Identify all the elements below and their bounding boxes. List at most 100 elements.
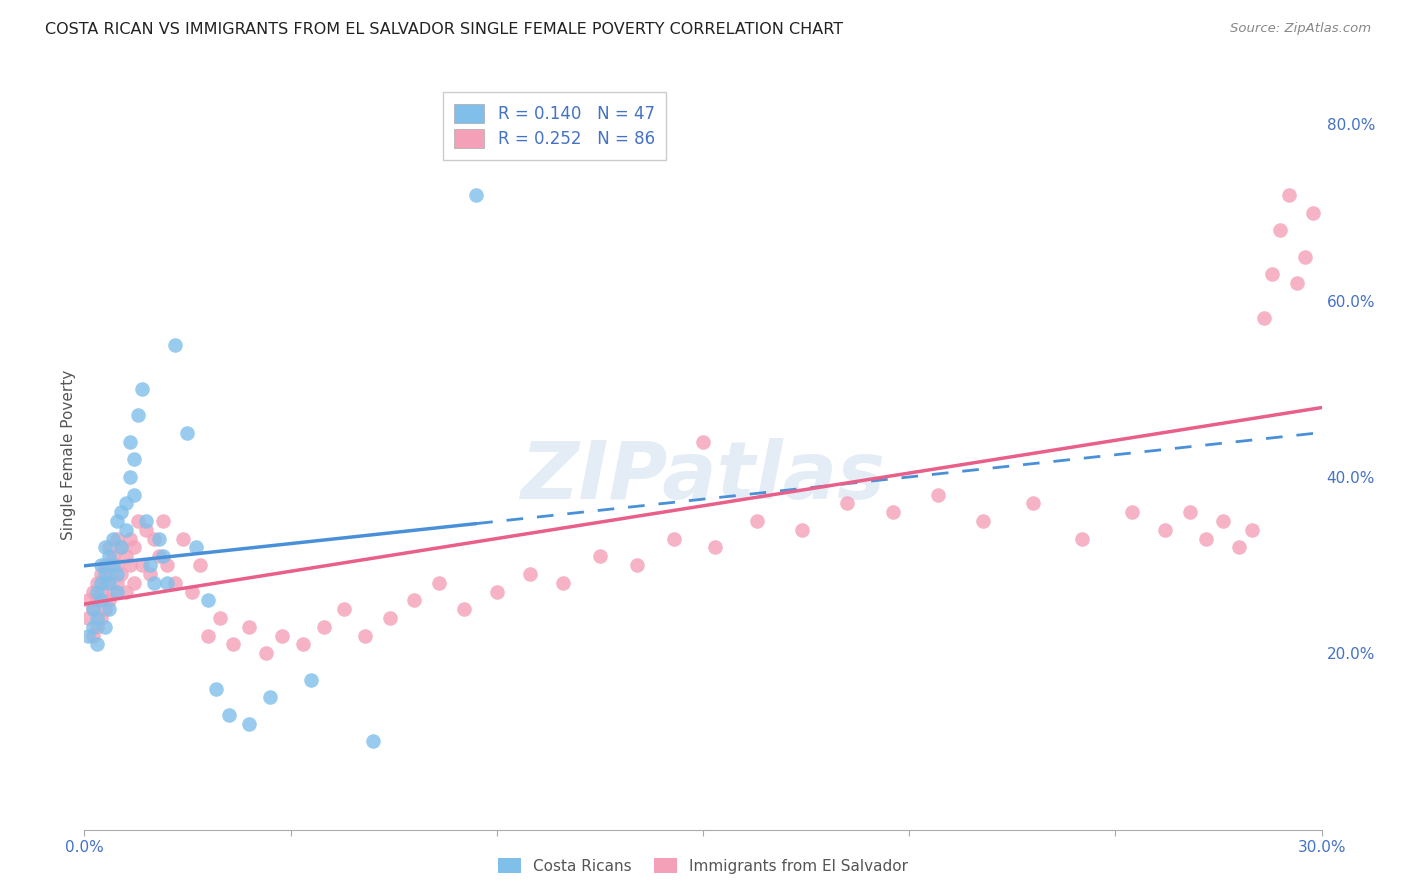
Point <box>82 620 104 634</box>
Point <box>94 575 117 590</box>
Point <box>1285 276 1308 290</box>
Text: ZIPatlas: ZIPatlas <box>520 438 886 516</box>
Point <box>927 487 949 501</box>
Point <box>90 575 112 590</box>
Point <box>82 602 104 616</box>
Point <box>82 584 104 599</box>
Point <box>180 584 202 599</box>
Point <box>626 558 648 573</box>
Point <box>1154 523 1177 537</box>
Point <box>1212 514 1234 528</box>
Point <box>105 584 128 599</box>
Point <box>1178 505 1201 519</box>
Point <box>453 602 475 616</box>
Point <box>90 558 112 573</box>
Point <box>114 523 136 537</box>
Point <box>139 558 162 573</box>
Point <box>135 514 157 528</box>
Point <box>135 523 157 537</box>
Point <box>82 629 104 643</box>
Point <box>1022 496 1045 510</box>
Point <box>127 514 149 528</box>
Point <box>114 496 136 510</box>
Point <box>103 584 125 599</box>
Point <box>882 505 904 519</box>
Point <box>94 566 117 581</box>
Point <box>1278 187 1301 202</box>
Point <box>143 575 166 590</box>
Point <box>704 541 727 555</box>
Point <box>1240 523 1263 537</box>
Point <box>143 532 166 546</box>
Point <box>94 558 117 573</box>
Point <box>465 187 488 202</box>
Legend: Costa Ricans, Immigrants from El Salvador: Costa Ricans, Immigrants from El Salvado… <box>492 852 914 880</box>
Point <box>837 496 859 510</box>
Point <box>103 532 125 546</box>
Point <box>86 584 108 599</box>
Point <box>156 575 179 590</box>
Point <box>103 549 125 564</box>
Point <box>188 558 211 573</box>
Point <box>98 575 121 590</box>
Point <box>333 602 356 616</box>
Point <box>156 558 179 573</box>
Point <box>90 566 112 581</box>
Point <box>485 584 508 599</box>
Point <box>98 602 121 616</box>
Point <box>1270 223 1292 237</box>
Point <box>86 637 108 651</box>
Point <box>94 602 117 616</box>
Point <box>105 566 128 581</box>
Point <box>165 575 187 590</box>
Y-axis label: Single Female Poverty: Single Female Poverty <box>60 370 76 540</box>
Point <box>139 566 162 581</box>
Point <box>222 637 245 651</box>
Point <box>551 575 574 590</box>
Point <box>745 514 768 528</box>
Point <box>86 575 108 590</box>
Point <box>197 629 219 643</box>
Point <box>114 549 136 564</box>
Point <box>86 593 108 607</box>
Point <box>378 611 401 625</box>
Point <box>197 593 219 607</box>
Point <box>148 549 170 564</box>
Point <box>299 673 322 687</box>
Point <box>105 575 128 590</box>
Point <box>98 566 121 581</box>
Point <box>361 734 384 748</box>
Point <box>184 541 207 555</box>
Point <box>1121 505 1143 519</box>
Point <box>404 593 426 607</box>
Point <box>105 514 128 528</box>
Point <box>271 629 294 643</box>
Legend: R = 0.140   N = 47, R = 0.252   N = 86: R = 0.140 N = 47, R = 0.252 N = 86 <box>443 93 666 160</box>
Text: Source: ZipAtlas.com: Source: ZipAtlas.com <box>1230 22 1371 36</box>
Point <box>152 549 174 564</box>
Point <box>238 620 260 634</box>
Point <box>122 452 145 467</box>
Point <box>122 487 145 501</box>
Point <box>1261 267 1284 281</box>
Point <box>118 532 141 546</box>
Point <box>1294 250 1316 264</box>
Point <box>118 470 141 484</box>
Point <box>94 620 117 634</box>
Point <box>110 541 132 555</box>
Point <box>90 584 112 599</box>
Point <box>172 532 194 546</box>
Point <box>105 532 128 546</box>
Point <box>1227 541 1250 555</box>
Point <box>114 584 136 599</box>
Point <box>98 593 121 607</box>
Point <box>218 708 240 723</box>
Point <box>291 637 314 651</box>
Point <box>1253 311 1275 326</box>
Point <box>86 611 108 625</box>
Point <box>259 690 281 705</box>
Point <box>103 558 125 573</box>
Point <box>77 611 100 625</box>
Point <box>165 337 187 351</box>
Point <box>1195 532 1218 546</box>
